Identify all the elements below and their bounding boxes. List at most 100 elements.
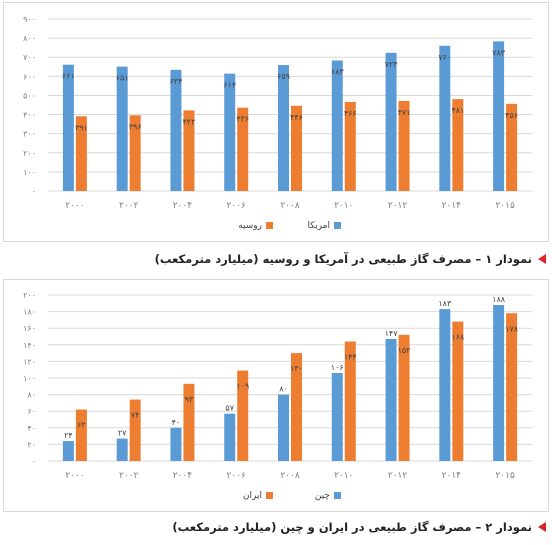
- y-tick-label: ۱۰۰: [23, 374, 36, 383]
- y-tick-label: ۰: [32, 187, 36, 196]
- bar-series-1: [331, 60, 343, 191]
- x-tick-label: ۲۰۱۲: [388, 201, 408, 211]
- y-tick-label: ۲۰۰: [23, 149, 36, 158]
- y-tick-label: ۹۰۰: [23, 15, 36, 24]
- chart-1-caption-text: نمودار ۱ – مصرف گاز طبیعی در آمریکا و رو…: [154, 252, 532, 266]
- y-tick-label: ۲۰۰: [23, 291, 36, 300]
- data-label: ۱۳۰: [290, 364, 303, 373]
- y-tick-label: ۸۰: [27, 391, 36, 400]
- x-tick-label: ۲۰۱۰: [334, 201, 353, 211]
- bar-series-2: [129, 115, 141, 191]
- bar-series-1: [278, 65, 289, 191]
- y-tick-label: ۶۰۰: [23, 72, 36, 81]
- x-tick-label: ۲۰۰۸: [280, 471, 300, 481]
- legend-swatch: [334, 492, 341, 499]
- legend-label: چین: [315, 491, 330, 501]
- data-label: ۱۰۶: [331, 363, 344, 372]
- bar-series-1: [439, 45, 451, 191]
- y-tick-label: ۱۰۰: [23, 168, 36, 177]
- y-tick-label: ۲۰: [27, 440, 36, 449]
- y-tick-label: ۱۸۰: [23, 308, 36, 317]
- data-label: ۱۴۷: [385, 329, 399, 338]
- x-tick-label: ۲۰۰۶: [227, 201, 247, 211]
- legend-swatch: [266, 492, 273, 499]
- legend-swatch: [266, 222, 273, 229]
- caption-triangle-icon: [538, 522, 546, 532]
- y-tick-label: ۱۲۰: [23, 357, 36, 366]
- legend-label: امریکا: [307, 221, 330, 231]
- legend-swatch: [334, 222, 341, 229]
- chart-1: ۰ ۱۰۰ ۲۰۰ ۳۰۰ ۴۰۰ ۵۰۰ ۶۰۰ ۷۰۰ ۸۰۰ ۹۰۰ ۶۶۱ ۳۹۱ ۲۰۰۰ ۶۵…: [3, 2, 549, 242]
- data-label: ۶۱۴: [223, 81, 236, 90]
- bar-series-2: [183, 110, 195, 191]
- bar-series-1: [493, 41, 505, 191]
- data-label: ۷۸۳: [492, 48, 506, 57]
- legend-label: ایران: [243, 491, 262, 501]
- chart-1-caption: نمودار ۱ – مصرف گاز طبیعی در آمریکا و رو…: [155, 252, 546, 266]
- x-tick-label: ۲۰۱۴: [442, 201, 462, 211]
- bar-series-1: [170, 69, 182, 191]
- chart-1-svg: ۰ ۱۰۰ ۲۰۰ ۳۰۰ ۴۰۰ ۵۰۰ ۶۰۰ ۷۰۰ ۸۰۰ ۹۰۰ ۶۶۱ ۳۹۱ ۲۰۰۰ ۶۵…: [23, 15, 532, 231]
- bar-series-2: [506, 103, 518, 191]
- y-tick-label: ۷۰۰: [23, 53, 36, 62]
- bar-series-1: [331, 373, 343, 461]
- y-tick-label: ۱۴۰: [23, 341, 36, 350]
- y-tick-label: ۴۰۰: [23, 111, 36, 120]
- bar-series-2: [344, 101, 356, 191]
- data-label: ۶۸۳: [331, 67, 345, 76]
- data-label: ۷۲۳: [385, 60, 399, 69]
- data-label: ۲۴: [64, 431, 73, 440]
- chart-2-caption-text: نمودار ۲ – مصرف گاز طبیعی در ایران و چین…: [172, 520, 532, 534]
- x-tick-label: ۲۰۰۰: [65, 201, 84, 211]
- x-tick-label: ۲۰۰۴: [173, 471, 193, 481]
- data-label: ۴۰: [172, 418, 181, 427]
- bar-series-1: [278, 394, 289, 461]
- data-label: ۴۴۶: [290, 113, 303, 122]
- x-tick-label: ۲۰۰۲: [119, 471, 139, 481]
- x-tick-label: ۲۰۱۵: [495, 201, 515, 211]
- data-label: ۹۳: [185, 395, 194, 404]
- data-label: ۷۶۰: [438, 53, 451, 62]
- x-tick-label: ۲۰۰۲: [119, 201, 139, 211]
- bar-series-1: [385, 338, 397, 461]
- data-label: ۴۸۱: [451, 106, 464, 115]
- bar-series-2: [398, 334, 410, 461]
- bar-series-1: [385, 52, 397, 192]
- chart-2-caption: نمودار ۲ – مصرف گاز طبیعی در ایران و چین…: [172, 520, 546, 534]
- data-label: ۱۵۲: [398, 346, 411, 355]
- data-label: ۱۶۸: [451, 333, 465, 342]
- data-label: ۱۸۸: [492, 295, 506, 304]
- bar-series-2: [237, 370, 249, 461]
- data-label: ۶۵۱: [116, 74, 129, 83]
- data-label: ۴۷۱: [398, 108, 411, 117]
- x-tick-label: ۲۰۱۴: [442, 471, 462, 481]
- y-tick-label: ۱۶۰: [23, 324, 36, 333]
- bar-series-1: [62, 441, 74, 461]
- data-label: ۳۹۱: [75, 123, 88, 132]
- y-tick-label: ۸۰۰: [23, 34, 36, 43]
- chart-2: ۰ ۲۰ ۴۰ ۶۰ ۸۰ ۱۰۰ ۱۲۰ ۱۴۰ ۱۶۰ ۱۸۰ ۲۰۰ ۲۴ ۶۲ ۲۰۰۰ ۲۷ ۷۴ ۲…: [3, 279, 549, 512]
- bar-series-2: [398, 100, 410, 191]
- data-label: ۴۵۶: [505, 111, 518, 120]
- y-tick-label: ۰: [32, 457, 36, 466]
- data-label: ۱۰۹: [236, 382, 249, 391]
- bar-series-2: [183, 383, 195, 461]
- bar-series-2: [129, 399, 141, 461]
- y-tick-label: ۶۰: [27, 407, 36, 416]
- x-tick-label: ۲۰۰۴: [173, 201, 193, 211]
- bar-series-2: [291, 105, 302, 191]
- data-label: ۴۲۲: [182, 117, 195, 126]
- data-label: ۶۵۹: [277, 72, 290, 81]
- data-label: ۵۷: [225, 404, 234, 413]
- y-tick-label: ۵۰۰: [23, 91, 36, 100]
- x-tick-label: ۲۰۱۵: [495, 471, 515, 481]
- bar-series-1: [116, 66, 128, 191]
- bar-series-1: [224, 73, 236, 191]
- x-tick-label: ۲۰۱۲: [388, 471, 408, 481]
- x-tick-label: ۲۰۰۰: [65, 471, 84, 481]
- y-tick-label: ۳۰۰: [23, 130, 36, 139]
- bar-series-2: [452, 99, 464, 191]
- data-label: ۱۴۴: [344, 352, 357, 361]
- data-label: ۶۲: [77, 421, 86, 430]
- data-label: ۱۷۸: [505, 324, 519, 333]
